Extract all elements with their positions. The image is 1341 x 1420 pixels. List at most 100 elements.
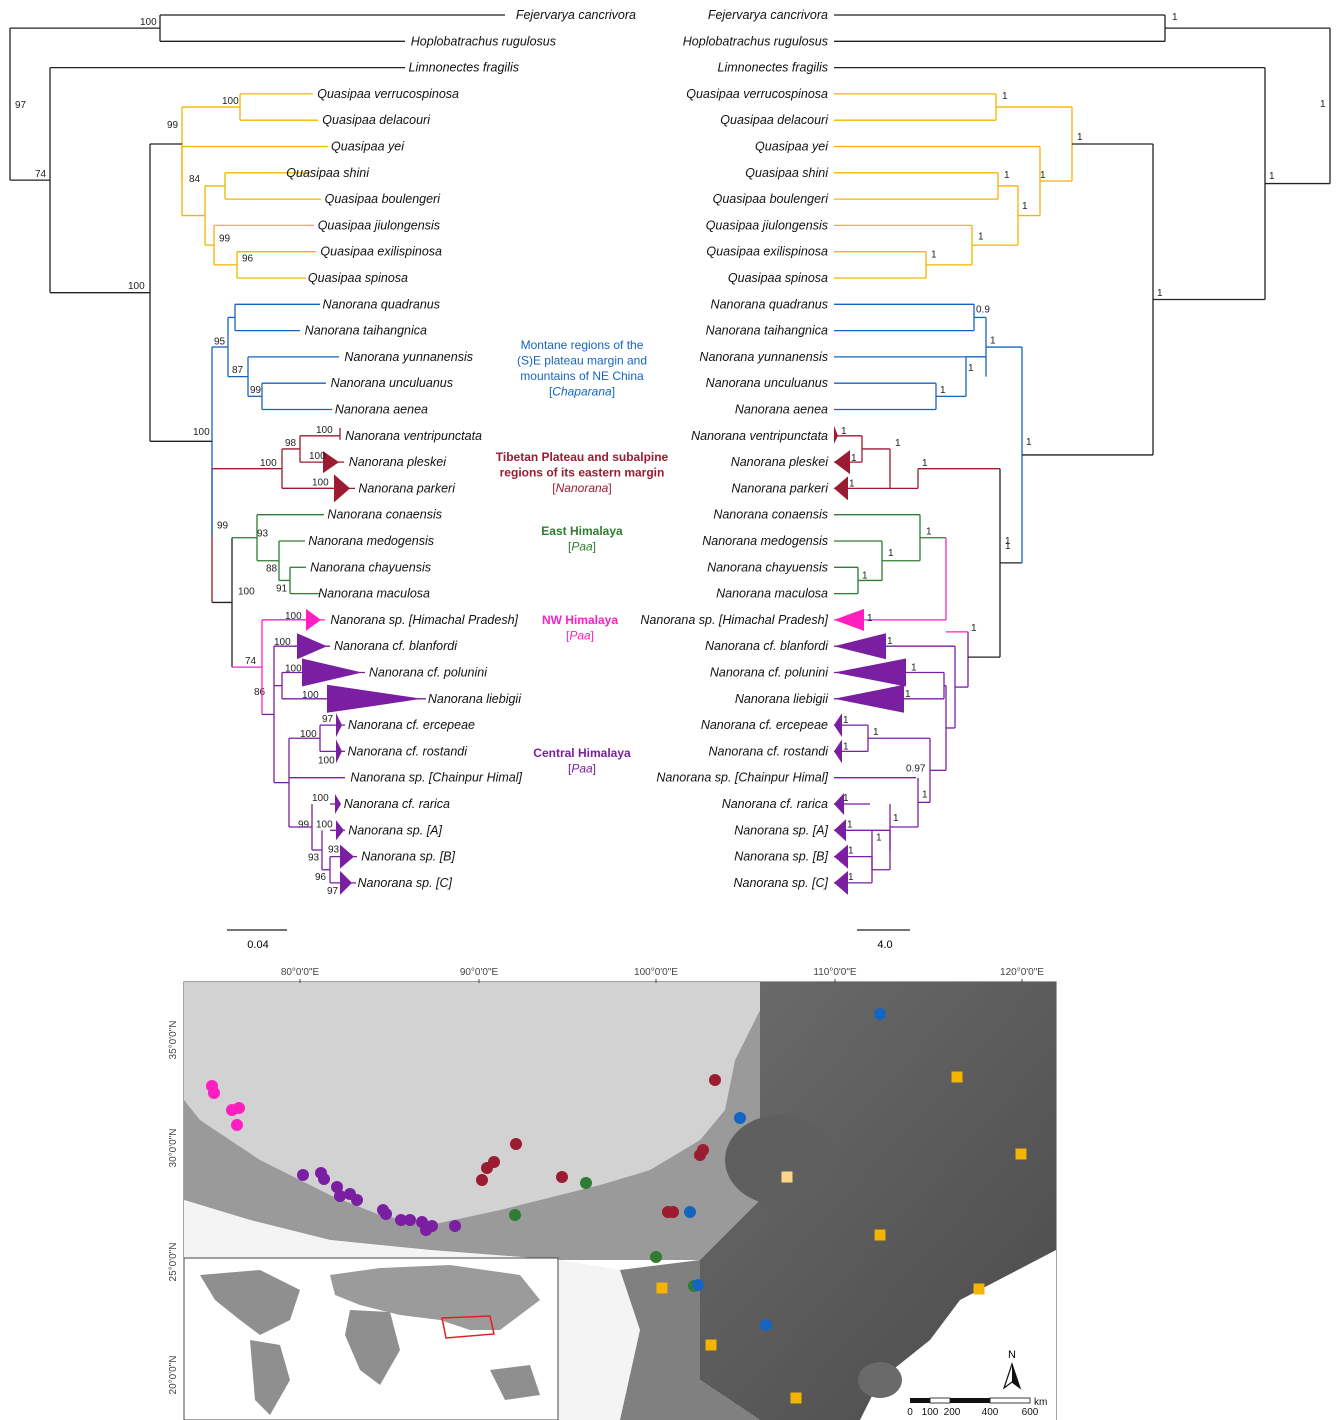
support-value: 99 [217, 521, 229, 532]
taxon-label-left: Quasipaa delacouri [322, 113, 431, 127]
support-value: 93 [328, 845, 340, 856]
region-label-line: NW Himalaya [542, 613, 618, 627]
collapsed-clade [340, 870, 352, 895]
taxon-label-right: Nanorana parkeri [731, 481, 829, 495]
support-value: 1 [905, 689, 911, 700]
support-value: 88 [266, 563, 278, 574]
region-label-line: regions of its eastern margin [500, 466, 665, 480]
support-value: 100 [238, 587, 255, 598]
support-value: 1 [1269, 171, 1275, 182]
sample-point [556, 1171, 568, 1183]
support-value: 1 [1040, 170, 1046, 181]
support-value: 96 [242, 254, 254, 265]
taxon-label-right: Fejervarya cancrivora [708, 8, 828, 22]
taxon-label-left: Quasipaa spinosa [308, 271, 408, 285]
support-value: 86 [254, 687, 266, 698]
taxon-label-left: Nanorana ventripunctata [345, 429, 482, 443]
taxon-label-left: Quasipaa exilispinosa [320, 245, 442, 259]
support-value: 1 [848, 846, 854, 857]
sample-point-quasipaa [1015, 1148, 1027, 1160]
sample-point [297, 1169, 309, 1181]
support-value: 99 [250, 385, 262, 396]
support-value: 100 [318, 755, 335, 766]
region-genus-label: [Chaparana] [549, 385, 615, 399]
latitude-label: 30°0'0"N [168, 1129, 179, 1168]
collapsed-clade [306, 608, 321, 631]
sample-point [692, 1279, 704, 1291]
distance-tick: 100 [922, 1407, 939, 1418]
taxon-label-left: Nanorana unculuanus [331, 376, 453, 390]
support-value: 1 [876, 832, 882, 843]
collapsed-clade [340, 844, 354, 869]
support-value: 1 [851, 453, 857, 464]
collapsed-clade [834, 793, 844, 815]
support-value: 100 [140, 17, 157, 28]
region-label-line: East Himalaya [541, 524, 623, 538]
collapsed-clade [297, 633, 327, 660]
support-value: 84 [189, 174, 201, 185]
support-value: 1 [1005, 541, 1011, 552]
region-label-line: mountains of NE China [520, 369, 644, 383]
region-label-line: Central Himalaya [533, 746, 631, 760]
support-value: 100 [260, 458, 277, 469]
bayesian-tree-taxon-labels: Fejervarya cancrivora Hoplobatrachus rugu… [640, 8, 829, 890]
ml-tree-taxon-labels: Fejervarya cancrivora Hoplobatrachus rugu… [286, 8, 636, 890]
support-value: 1 [931, 250, 937, 261]
support-value: 1 [971, 623, 977, 634]
taxon-label-right: Nanorana unculuanus [706, 376, 828, 390]
support-value: 99 [219, 233, 231, 244]
sample-point [650, 1251, 662, 1263]
support-value: 96 [315, 872, 327, 883]
support-value: 1 [1004, 170, 1010, 181]
support-value: 100 [312, 793, 329, 804]
support-value: 97 [15, 100, 27, 111]
support-value: 93 [257, 529, 269, 540]
support-value: 1 [940, 385, 946, 396]
region-label-line: Montane regions of the [521, 338, 644, 352]
sample-point [380, 1208, 392, 1220]
sample-point [709, 1074, 721, 1086]
bayesian-tree: 1 1 1 1 1 1 1 1 0.9 1 1 1 1 1 1 1 1 1 1 1 1 1 1 1 1 1 1 1 1 1 1 1 1 1 1 0.9… [834, 12, 1331, 895]
support-value: 99 [167, 120, 179, 131]
taxon-label-left: Nanorana aenea [335, 403, 428, 417]
scale-bar-left-label: 0.04 [247, 939, 268, 951]
support-value: 1 [990, 336, 996, 347]
latitude-label: 25°0'0"N [168, 1243, 179, 1282]
support-value: 95 [214, 337, 226, 348]
taxon-label-right: Quasipaa shini [745, 166, 829, 180]
sample-point [488, 1156, 500, 1168]
support-value: 100 [285, 664, 302, 675]
ml-tree: 100 100 96 99 84 99 99 87 95 100 98 100 100 100 91 88 93… [9, 14, 505, 897]
taxon-label-right: Quasipaa yei [755, 140, 829, 154]
north-arrow: N [1002, 1349, 1022, 1390]
taxon-label-right: Nanorana sp. [A] [734, 823, 828, 837]
taxon-label-left: Nanorana cf. rostandi [347, 744, 468, 758]
support-value: 91 [276, 584, 288, 595]
taxon-label-left: Limnonectes fragilis [409, 61, 519, 75]
longitude-label: 80°0'0"E [281, 967, 320, 978]
region-genus-label: [Paa] [568, 540, 596, 554]
taxon-label-right: Nanorana cf. ercepeae [701, 718, 828, 732]
taxon-label-left: Nanorana sp. [Chainpur Himal] [350, 771, 522, 785]
latitude-label: 20°0'0"N [168, 1356, 179, 1395]
sample-point [760, 1319, 772, 1331]
latitude-labels: 35°0'0"N 30°0'0"N 25°0'0"N 20°0'0"N [168, 1021, 179, 1395]
sample-point [231, 1119, 243, 1131]
taxon-label-left: Quasipaa verrucospinosa [317, 87, 459, 101]
distance-tick: 0 [907, 1407, 913, 1418]
collapsed-clade [334, 474, 350, 503]
taxon-label-left: Nanorana sp. [B] [361, 850, 455, 864]
sample-point [449, 1220, 461, 1232]
region-label-line: Tibetan Plateau and subalpine [496, 450, 669, 464]
taxon-label-right: Quasipaa delacouri [720, 113, 829, 127]
support-value: 1 [843, 715, 849, 726]
collapsed-clade [834, 819, 846, 842]
collapsed-clade [336, 713, 342, 738]
support-value: 1 [968, 363, 974, 374]
longitude-label: 100°0'0"E [634, 967, 678, 978]
support-value: 0.9 [976, 304, 990, 315]
scale-bar-right-label: 4.0 [877, 939, 892, 951]
map-panel: 80°0'0"E 90°0'0"E 100°0'0"E 110°0'0"E 120°0'… [168, 967, 1057, 1420]
